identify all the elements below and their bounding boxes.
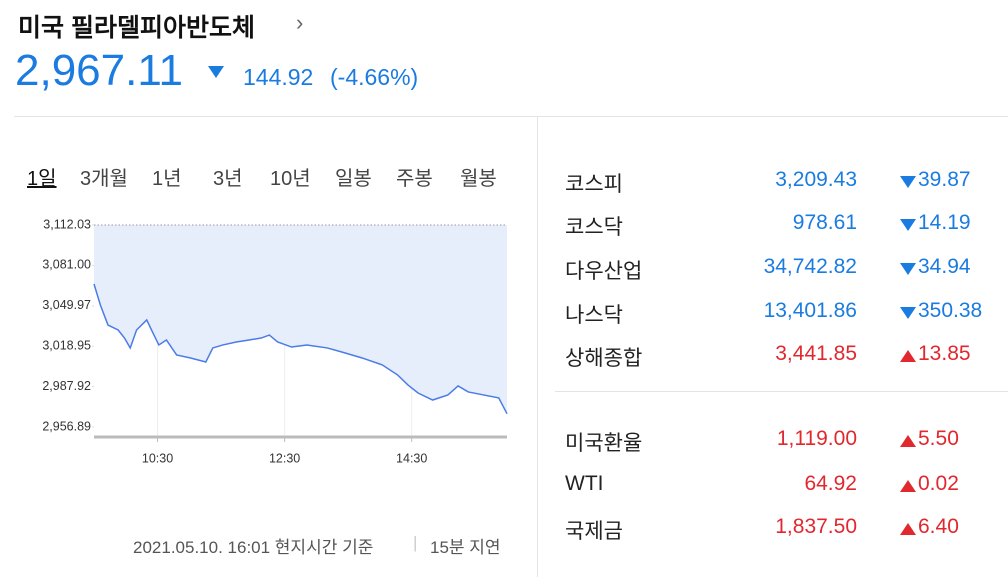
y-tick-label: 2,956.89: [42, 419, 91, 433]
up-arrow: [900, 350, 916, 362]
x-tick-label: 12:30: [269, 451, 300, 465]
divider: [555, 391, 1008, 392]
index-name: 상해종합: [565, 347, 643, 370]
title-arrow[interactable]: ›: [296, 10, 304, 35]
timestamp: 2021.05.10. 16:01 현지시간 기준: [133, 538, 374, 557]
title[interactable]: 미국 필라델피아반도체: [18, 14, 255, 42]
change-percent: (-4.66%): [330, 64, 419, 90]
index-change: 13.85: [918, 342, 971, 365]
index-change: 34.94: [918, 255, 971, 278]
index-change: 14.19: [918, 211, 971, 234]
index-value: 3,209.43: [775, 168, 857, 191]
index-row[interactable]: 상해종합 3,441.85 13.85: [0, 342, 1008, 372]
index-row[interactable]: 나스닥 13,401.86 350.38: [0, 299, 1008, 329]
index-name: 다우산업: [565, 260, 643, 283]
x-tick-label: 10:30: [142, 451, 173, 465]
index-change: 0.02: [918, 472, 959, 495]
index-change: 6.40: [918, 515, 959, 538]
down-arrow: [900, 176, 916, 188]
tab[interactable]: 1년: [152, 168, 182, 190]
tab[interactable]: 10년: [270, 168, 311, 190]
delay: 15분 지연: [430, 538, 501, 557]
index-name: 코스피: [565, 173, 623, 196]
index-value: 1,837.50: [775, 515, 857, 538]
index-row[interactable]: 미국환율 1,119.00 5.50: [0, 427, 1008, 457]
index-name: WTI: [565, 472, 604, 495]
index-change: 350.38: [918, 299, 983, 322]
y-tick-label: 3,049.97: [42, 298, 91, 312]
y-tick-label: 3,112.03: [43, 217, 91, 231]
down-arrow: [900, 263, 916, 275]
down-arrow: [900, 307, 916, 319]
chart: 3,112.03 3,081.00 3,049.97 3,018.95 2,987.92…: [42, 217, 508, 465]
y-tick-label: 3,081.00: [42, 258, 91, 272]
up-arrow: [900, 523, 916, 535]
tab[interactable]: 일봉: [335, 168, 372, 190]
index-row[interactable]: 국제금 1,837.50 6.40: [0, 515, 1008, 545]
index-row[interactable]: 다우산업 34,742.82 34.94: [0, 255, 1008, 285]
change: 144.92: [243, 64, 314, 90]
down-arrow: [208, 66, 224, 78]
index-row[interactable]: WTI 64.92 0.02: [0, 472, 1008, 502]
index-row[interactable]: 코스닥 978.61 14.19: [0, 211, 1008, 241]
area: [94, 225, 507, 414]
index-value: 13,401.86: [763, 299, 857, 322]
index-row[interactable]: 코스피 3,209.43 39.87: [0, 168, 1008, 198]
tab[interactable]: 1일: [27, 168, 57, 190]
index-value: 34,742.82: [763, 255, 857, 278]
index-name: 미국환율: [565, 432, 643, 455]
index-name: 나스닥: [565, 304, 623, 327]
index-value: 64.92: [804, 472, 857, 495]
divider: [14, 116, 1008, 117]
price: 2,967.11: [15, 46, 184, 95]
y-tick-label: 2,987.92: [42, 379, 91, 393]
tab[interactable]: 3년: [213, 168, 243, 190]
tab[interactable]: 주봉: [396, 168, 433, 190]
down-arrow: [900, 219, 916, 231]
tab[interactable]: 월봉: [460, 168, 497, 190]
x-tick-label: 14:30: [396, 451, 427, 465]
index-value: 1,119.00: [776, 427, 857, 450]
separator: |: [413, 533, 418, 552]
divider: [537, 117, 538, 577]
tab[interactable]: 3개월: [80, 168, 128, 190]
up-arrow: [900, 435, 916, 447]
index-change: 39.87: [918, 168, 971, 191]
line: [93, 283, 508, 415]
index-value: 978.61: [792, 211, 857, 234]
up-arrow: [900, 480, 916, 492]
index-value: 3,441.85: [775, 342, 857, 365]
index-name: 국제금: [565, 520, 623, 543]
y-tick-label: 3,018.95: [42, 338, 91, 352]
index-name: 코스닥: [565, 216, 623, 239]
index-change: 5.50: [918, 427, 959, 450]
